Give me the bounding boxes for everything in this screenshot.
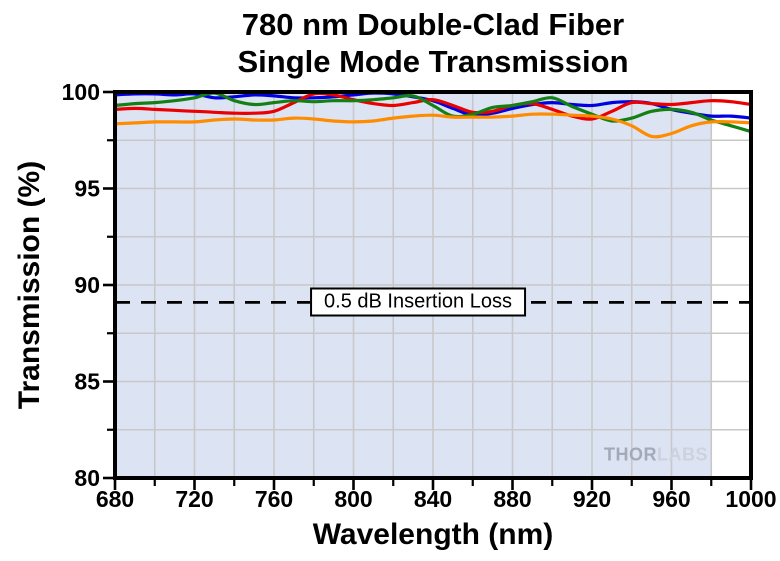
chart-title-line1: 780 nm Double-Clad Fiber [241, 7, 625, 42]
x-tick-label: 880 [493, 486, 531, 512]
x-tick-label: 960 [652, 486, 690, 512]
chart-title-line2: Single Mode Transmission [237, 44, 629, 79]
x-tick-label: 840 [414, 486, 452, 512]
series-curve-green [115, 92, 751, 134]
x-axis-title: Wavelength (nm) [312, 518, 554, 551]
x-tick-label: 760 [255, 486, 293, 512]
series-curve-orange [115, 112, 751, 139]
insertion-loss-label: 0.5 dB Insertion Loss [310, 287, 526, 317]
y-tick-label: 80 [74, 465, 100, 491]
y-tick-label: 90 [74, 272, 100, 298]
thorlabs-watermark: THORLABS [604, 445, 708, 466]
chart-title: 780 nm Double-Clad Fiber Single Mode Tra… [115, 6, 751, 80]
x-tick-label: 1000 [725, 486, 776, 512]
watermark-thor: THOR [604, 444, 657, 465]
x-tick-label: 920 [573, 486, 611, 512]
y-axis-title: Transmission (%) [13, 160, 46, 410]
x-tick-label: 680 [96, 486, 134, 512]
series-curve-red [115, 92, 751, 121]
y-tick-label: 85 [74, 369, 100, 395]
y-tick-label: 100 [62, 79, 100, 105]
y-tick-label: 95 [74, 176, 100, 202]
watermark-labs: LABS [657, 444, 708, 465]
x-tick-label: 720 [175, 486, 213, 512]
plot-border [113, 90, 753, 480]
x-tick-label: 800 [334, 486, 372, 512]
